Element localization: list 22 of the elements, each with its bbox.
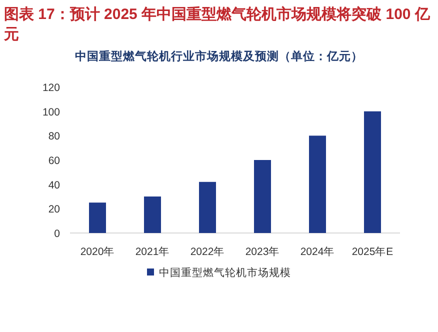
bar — [254, 160, 271, 233]
legend-label: 中国重型燃气轮机市场规模 — [159, 266, 291, 279]
y-tick-label: 100 — [42, 106, 60, 118]
chart-subtitle: 中国重型燃气轮机行业市场规模及预测（单位：亿元） — [75, 49, 363, 63]
y-tick-label: 0 — [54, 228, 60, 240]
y-tick-label: 40 — [48, 179, 60, 192]
bar — [364, 111, 381, 233]
x-tick-label: 2025年E — [352, 246, 394, 258]
x-tick-label: 2021年 — [135, 246, 170, 258]
chart-title: 图表 17：预计 2025 年中国重型燃气轮机市场规模将突破 100 亿元 — [3, 5, 431, 43]
y-tick-label: 60 — [48, 155, 60, 167]
x-tick-label: 2020年 — [80, 246, 115, 258]
y-tick-label: 120 — [42, 82, 60, 94]
bar — [309, 136, 326, 233]
bar — [144, 196, 161, 233]
x-tick-label: 2022年 — [190, 246, 225, 258]
y-tick-label: 20 — [48, 204, 60, 216]
x-tick-label: 2024年 — [300, 246, 335, 258]
x-tick-label: 2023年 — [245, 246, 280, 258]
bar — [199, 182, 216, 233]
bar — [89, 202, 106, 233]
y-tick-label: 80 — [48, 130, 60, 143]
